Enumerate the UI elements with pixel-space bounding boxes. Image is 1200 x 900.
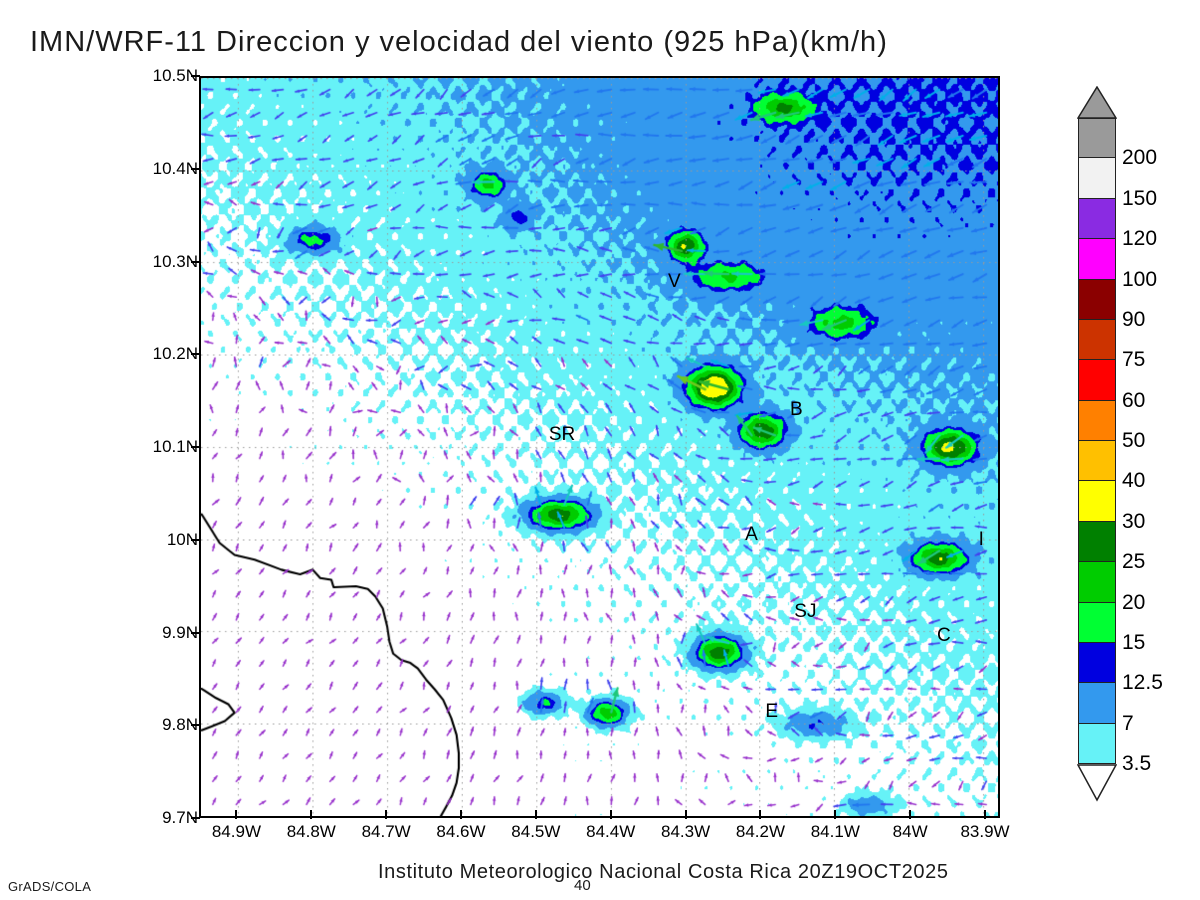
colorbar-tick-label: 50 [1122,429,1146,452]
y-axis-tick-mark [191,724,200,727]
x-axis-tick-label: 84.5W [511,822,561,841]
colorbar-tick-label: 12.5 [1122,671,1163,695]
page-title: IMN/WRF-11 Direccion y velocidad del vie… [30,26,888,58]
x-axis-tick-label: 84.3W [661,822,711,841]
x-axis-tick-mark [984,810,987,819]
y-axis-tick-mark [191,446,200,448]
y-axis-tick-mark [191,260,200,263]
colorbar-swatch[interactable] [1078,562,1116,603]
colorbar-swatch[interactable] [1078,481,1116,522]
x-axis-tick-label: 83.9W [960,822,1010,841]
y-axis-tick-label: 10N [166,529,198,549]
colorbar-tick-label: 30 [1122,509,1146,533]
wind-vector-field [201,78,998,816]
colorbar-tick-label: 7 [1122,711,1134,735]
map-label-sr: SR [548,423,576,445]
colorbar-swatch[interactable] [1078,319,1116,361]
colorbar-tick-label: 3.5 [1122,752,1152,775]
colorbar-tick-label: 60 [1122,388,1146,412]
y-axis-tick-mark [191,538,200,541]
colorbar-swatch[interactable] [1078,683,1116,724]
colorbar-swatch[interactable] [1078,441,1116,482]
colorbar-tick-label: 15 [1122,630,1146,654]
colorbar[interactable] [1078,118,1116,764]
x-axis-tick-mark [460,810,462,819]
colorbar-swatch[interactable] [1078,642,1116,684]
map-plot-area[interactable] [199,76,1000,818]
colorbar-swatch[interactable] [1078,360,1116,401]
colorbar-tick-label: 100 [1122,267,1158,291]
x-axis-tick-label: 84.1W [810,822,860,841]
y-axis-tick-label: 10.4N [152,158,198,178]
y-axis-tick-label: 10.5N [152,66,198,85]
x-axis-tick-label: 84.8W [286,822,336,841]
y-axis-tick-label: 10.3N [152,251,198,271]
colorbar-tick-label: 40 [1122,469,1146,493]
colorbar-tick-label: 25 [1122,550,1146,574]
x-axis-tick-mark [385,810,388,819]
y-axis-tick-mark [191,75,200,77]
x-axis-tick-label: 84.4W [586,822,636,841]
footer-institution: Instituto Meteorologico Nacional Costa R… [378,861,949,883]
colorbar-tick-label: 150 [1122,186,1158,210]
colorbar-swatch[interactable] [1078,400,1116,441]
footer-page-number: 40 [574,877,591,894]
y-axis-tick-label: 9.7N [162,808,198,827]
map-label-e: E [765,701,779,723]
x-axis-tick-mark [609,810,612,819]
x-axis-tick-mark [310,810,313,819]
y-axis-tick-label: 9.8N [162,715,198,735]
map-label-v: V [668,270,681,292]
colorbar-swatch[interactable] [1078,723,1116,764]
y-axis-tick-mark [191,817,200,819]
colorbar-swatch[interactable] [1078,198,1116,240]
x-axis-tick-mark [235,810,238,819]
footer-credit: GrADS/COLA [8,879,92,894]
y-axis-tick-label: 10.2N [152,344,198,364]
x-axis-tick-mark [834,810,837,819]
x-axis-tick-label: 84.7W [361,822,411,841]
y-axis-tick-label: 9.9N [162,622,198,642]
map-label-b: B [790,398,803,420]
colorbar-top-arrow-outline [1077,86,1117,119]
x-axis-tick-mark [759,810,762,819]
y-axis-tick-label: 10.1N [152,437,198,456]
map-label-c: C [936,625,951,647]
x-axis-tick-label: 84.9W [211,822,261,841]
y-axis-tick-mark [191,353,200,356]
colorbar-swatch[interactable] [1078,118,1116,159]
colorbar-swatch[interactable] [1078,521,1116,563]
map-label-a: A [745,524,758,546]
x-axis-tick-mark [534,810,537,819]
colorbar-tick-label: 20 [1122,590,1146,614]
colorbar-tick-label: 75 [1122,348,1146,372]
map-label-sj: SJ [794,601,817,623]
colorbar-bottom-arrow-outline [1077,764,1117,802]
colorbar-swatch[interactable] [1078,602,1116,643]
y-axis-tick-mark [191,631,200,634]
map-label-i: I [978,528,984,550]
x-axis-tick-label: 84.2W [735,822,786,841]
x-axis-tick-mark [909,810,912,819]
x-axis-tick-label: 84.6W [436,822,486,841]
colorbar-tick-label: 90 [1122,307,1146,331]
colorbar-swatch[interactable] [1078,158,1116,199]
x-axis-tick-label: 84W [892,822,928,841]
colorbar-tick-label: 120 [1122,227,1158,251]
colorbar-swatch[interactable] [1078,279,1116,320]
colorbar-swatch[interactable] [1078,239,1116,280]
colorbar-tick-label: 200 [1122,146,1158,170]
x-axis-tick-mark [684,810,687,819]
y-axis-tick-mark [191,167,200,170]
